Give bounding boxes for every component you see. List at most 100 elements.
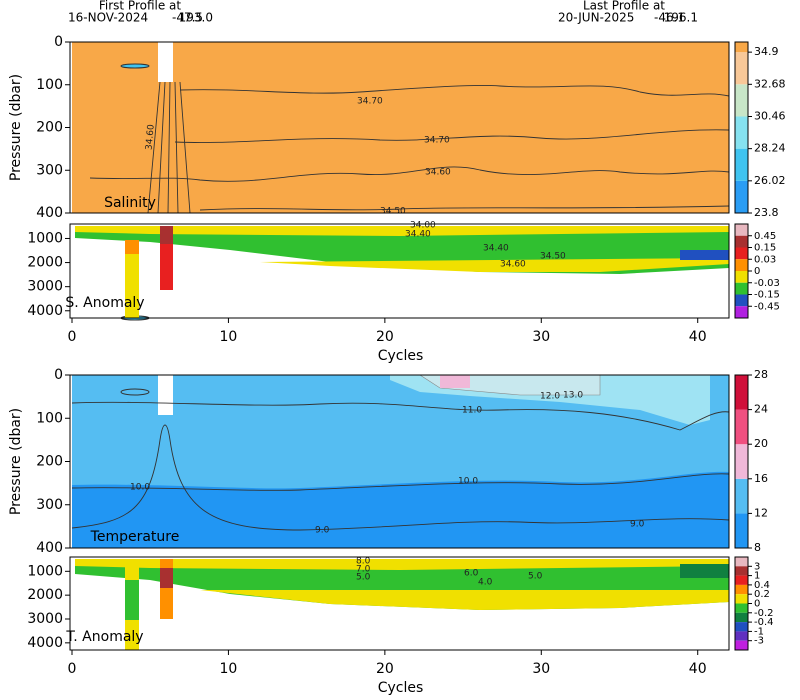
- contour-label: 6.0: [464, 569, 479, 579]
- colorbar-band: [735, 306, 748, 318]
- colorbar-label: 0: [754, 266, 760, 277]
- contour-label: 34.70: [424, 136, 450, 146]
- colorbar-band: [735, 513, 748, 548]
- colorbar-band: [735, 409, 748, 445]
- contour-label: 4.0: [478, 578, 493, 588]
- colorbar-frame: [734, 556, 749, 651]
- colorbar-label: -1: [754, 626, 764, 637]
- contour-label: 5.0: [356, 573, 371, 583]
- x-tick-label: 30: [532, 661, 550, 677]
- contour-line: [147, 81, 191, 214]
- colorbar-band: [735, 42, 748, 53]
- y-axis-label: Pressure (dbar): [8, 408, 24, 515]
- colorbar-label: 30.46: [754, 109, 786, 122]
- panel-label: T. Anomaly: [65, 629, 143, 645]
- colorbar-band: [735, 478, 748, 514]
- colorbar-band: [735, 247, 748, 260]
- data-gap: [158, 375, 173, 415]
- y-tick-label: 2000: [27, 255, 63, 271]
- colorbar-band: [735, 584, 748, 595]
- colorbar-frame: [734, 41, 749, 214]
- contour-label: 34.60: [425, 168, 451, 178]
- colorbar-label: 34.9: [754, 45, 779, 58]
- anomaly-field: [260, 258, 729, 272]
- contour-label: 34.60: [500, 260, 526, 270]
- colorbar-band: [735, 235, 748, 248]
- contour-label: 34.70: [357, 97, 383, 107]
- colorbar-frame: [734, 374, 749, 549]
- y-tick-label: 1000: [27, 230, 63, 246]
- colorbar-band: [735, 271, 748, 283]
- first-label: First Profile at: [99, 0, 182, 13]
- anomaly-field: [125, 240, 139, 254]
- colorbar-label: -0.2: [754, 608, 774, 619]
- y-tick-label: 3000: [27, 611, 63, 627]
- contour-line: [199, 205, 730, 211]
- temperature-field: [72, 471, 729, 548]
- panel-label: Temperature: [90, 529, 180, 545]
- contour-line: [71, 401, 730, 431]
- contour-label: 34.50: [380, 207, 406, 217]
- colorbar-label: 3: [754, 561, 760, 572]
- colorbar-band: [735, 557, 748, 567]
- y-tick-label: 4000: [27, 635, 63, 651]
- y-tick-label: 4000: [27, 303, 63, 319]
- x-tick-label: 40: [689, 661, 707, 677]
- colorbar-label: -0.45: [754, 301, 780, 312]
- contour-label: 34.60: [145, 124, 157, 151]
- colorbar-label: -3: [754, 636, 764, 647]
- colorbar-label: 0.45: [754, 231, 776, 242]
- last-label: Last Profile at: [583, 0, 665, 13]
- last-lon: 196.1: [664, 11, 698, 25]
- panel-label: Salinity: [104, 195, 156, 211]
- y-tick-label: 200: [36, 454, 63, 470]
- colorbar-band: [735, 612, 748, 623]
- y-tick-label: 3000: [27, 279, 63, 295]
- panel-label: S. Anomaly: [65, 295, 144, 311]
- contour-label: 7.0: [356, 565, 371, 575]
- y-tick-label: 300: [36, 162, 63, 178]
- x-tick-label: 30: [532, 329, 550, 345]
- contour-label: 5.0: [528, 572, 543, 582]
- colorbar-band: [735, 52, 748, 85]
- contour-line: [89, 166, 730, 182]
- data-gap: [158, 42, 173, 82]
- x-tick-label: 10: [220, 661, 238, 677]
- contour-label: 13.0: [563, 391, 583, 401]
- colorbar-label: 28: [754, 368, 768, 381]
- colorbar-label: 0.15: [754, 243, 776, 254]
- anomaly-field: [75, 559, 729, 570]
- anomaly-field: [200, 590, 729, 610]
- colorbar-band: [735, 375, 748, 410]
- colorbar-label: -0.03: [754, 278, 780, 289]
- colorbar-label: 8: [754, 541, 761, 554]
- anomaly-field: [125, 580, 139, 620]
- y-axis-label: Pressure (dbar): [8, 74, 24, 181]
- y-tick-label: 300: [36, 497, 63, 513]
- colorbar-band: [735, 294, 748, 307]
- anomaly-field: [680, 250, 729, 260]
- colorbar-label: 0.2: [754, 589, 770, 600]
- colorbar-label: 23.8: [754, 206, 779, 219]
- first-date: 16-NOV-2024: [68, 11, 148, 25]
- contour-line: [120, 388, 150, 396]
- colorbar-band: [735, 566, 748, 576]
- first-lon: 193.0: [179, 11, 213, 25]
- colorbar-band: [735, 603, 748, 613]
- colorbar-band: [735, 116, 748, 149]
- colorbar-label: 24: [754, 403, 768, 416]
- x-tick-label: 40: [689, 329, 707, 345]
- y-tick-label: 400: [36, 205, 63, 221]
- contour-line: [174, 129, 730, 144]
- contour-line: [179, 85, 730, 97]
- colorbar-label: -0.4: [754, 617, 774, 628]
- y-tick-label: 200: [36, 120, 63, 136]
- salinity-field: [72, 42, 729, 213]
- colorbar-band: [735, 594, 748, 604]
- colorbar-label: 1: [754, 571, 760, 582]
- first-lat: -47.5: [172, 11, 203, 25]
- colorbar-label: 26.02: [754, 174, 786, 187]
- anomaly-field: [160, 226, 173, 244]
- plot-frame: [69, 223, 730, 319]
- colorbar-band: [735, 640, 748, 650]
